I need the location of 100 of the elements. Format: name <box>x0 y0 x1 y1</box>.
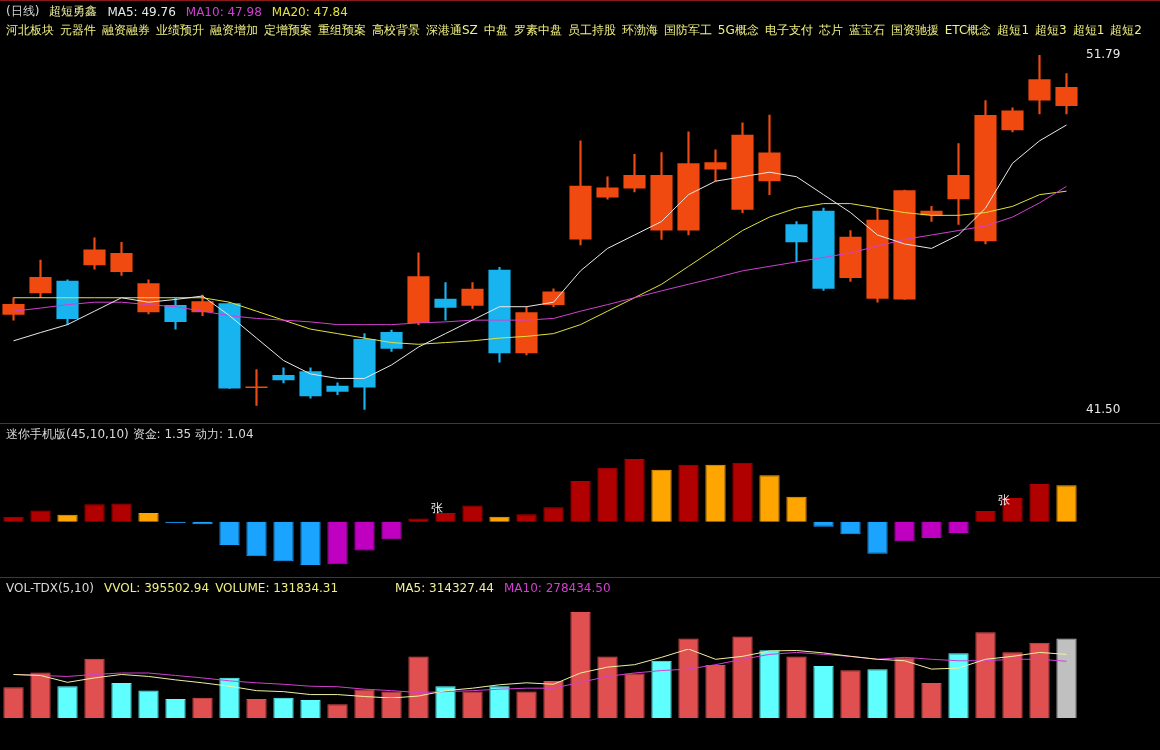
bar <box>246 521 267 557</box>
text: 电子支付 <box>764 22 813 39</box>
bar <box>327 704 348 718</box>
bar <box>975 511 996 522</box>
bar <box>327 521 348 565</box>
text: VVOL: 395502.94 <box>104 581 210 595</box>
text: 国防军工 <box>663 22 712 39</box>
bar <box>138 690 159 718</box>
bar <box>786 656 807 718</box>
bar <box>948 521 969 534</box>
text: 定增预案 <box>264 22 312 39</box>
bar <box>219 677 240 718</box>
text: 罗素中盘 <box>513 22 562 39</box>
text: 业绩预升 <box>156 22 204 39</box>
bar <box>813 666 834 718</box>
candlestick <box>758 114 781 195</box>
bar <box>30 672 51 718</box>
bar <box>570 480 591 522</box>
bar <box>381 521 402 540</box>
bar <box>921 521 942 539</box>
text: 元器件 <box>60 22 96 39</box>
candlestick <box>947 143 970 225</box>
bar <box>894 521 915 542</box>
bar <box>732 462 753 522</box>
bar <box>1002 652 1023 718</box>
bar <box>570 612 591 718</box>
text: 超短3 <box>1035 22 1067 39</box>
chart-title: (日线) <box>6 3 40 20</box>
text: 5G概念 <box>717 22 759 39</box>
bar <box>705 464 726 522</box>
text: 河北板块 <box>6 22 54 39</box>
text: 超短2 <box>1110 22 1142 39</box>
bar <box>300 699 321 718</box>
text: MA10: 47.98 <box>185 4 262 19</box>
bar <box>84 504 105 522</box>
text: 环渤海 <box>621 22 658 39</box>
bar <box>246 698 267 718</box>
y-tick-label: 41.50 <box>1086 401 1121 416</box>
bar <box>705 665 726 718</box>
bar <box>597 656 618 718</box>
candlestick <box>704 149 727 182</box>
bar <box>516 514 537 522</box>
text: 融资融券 <box>102 22 150 39</box>
bar <box>273 697 294 718</box>
text: 芯片 <box>818 22 843 39</box>
chart-title: VOL-TDX(5,10) <box>6 581 95 595</box>
bar <box>30 510 51 522</box>
bar <box>867 669 888 718</box>
bar <box>300 521 321 565</box>
bar <box>138 512 159 522</box>
candlestick <box>272 367 295 384</box>
bar <box>354 521 375 551</box>
bar <box>1029 484 1050 522</box>
bar <box>408 656 429 718</box>
bar <box>435 686 456 718</box>
text: ETC概念 <box>944 22 992 39</box>
bar <box>597 467 618 522</box>
text: MA20: 47.84 <box>271 4 348 19</box>
bar <box>57 686 78 718</box>
text: 重组预案 <box>318 22 366 39</box>
text: 蓝宝石 <box>848 22 885 39</box>
bar <box>1056 485 1077 522</box>
text: 融资增加 <box>210 22 258 39</box>
chart-subtitle: 超短勇鑫 <box>49 3 98 20</box>
bar <box>543 507 564 522</box>
bar <box>624 459 645 522</box>
bar <box>678 638 699 718</box>
text: 国资驰援 <box>890 22 939 39</box>
text: 高校背景 <box>372 22 420 39</box>
y-tick-label: 51.79 <box>1086 47 1121 62</box>
bar <box>786 496 807 522</box>
bar <box>759 475 780 522</box>
bar <box>651 469 672 522</box>
bar <box>624 673 645 718</box>
text: MA10: 278434.50 <box>503 581 611 595</box>
bar <box>975 632 996 718</box>
bar <box>516 691 537 718</box>
text: 中盘 <box>483 22 508 39</box>
bar <box>462 505 483 522</box>
bar <box>813 521 834 527</box>
bar <box>732 636 753 718</box>
text: VOLUME: 131834.31 <box>215 581 339 595</box>
bar <box>435 512 456 522</box>
bar <box>867 521 888 554</box>
text: MA5: 314327.44 <box>395 581 494 595</box>
bar <box>1029 642 1050 718</box>
bar <box>462 691 483 718</box>
bar <box>165 698 186 718</box>
text: 超短1 <box>997 22 1030 39</box>
bar <box>111 503 132 522</box>
bar <box>921 683 942 718</box>
bar <box>489 686 510 718</box>
bar <box>759 650 780 718</box>
bar <box>381 691 402 718</box>
bar <box>678 464 699 522</box>
candlestick <box>434 282 457 321</box>
bar <box>3 687 24 718</box>
bar <box>84 658 105 718</box>
bar <box>219 521 240 545</box>
chart-title: 迷你手机版(45,10,10) 资金: 1.35 动力: 1.04 <box>6 426 254 443</box>
